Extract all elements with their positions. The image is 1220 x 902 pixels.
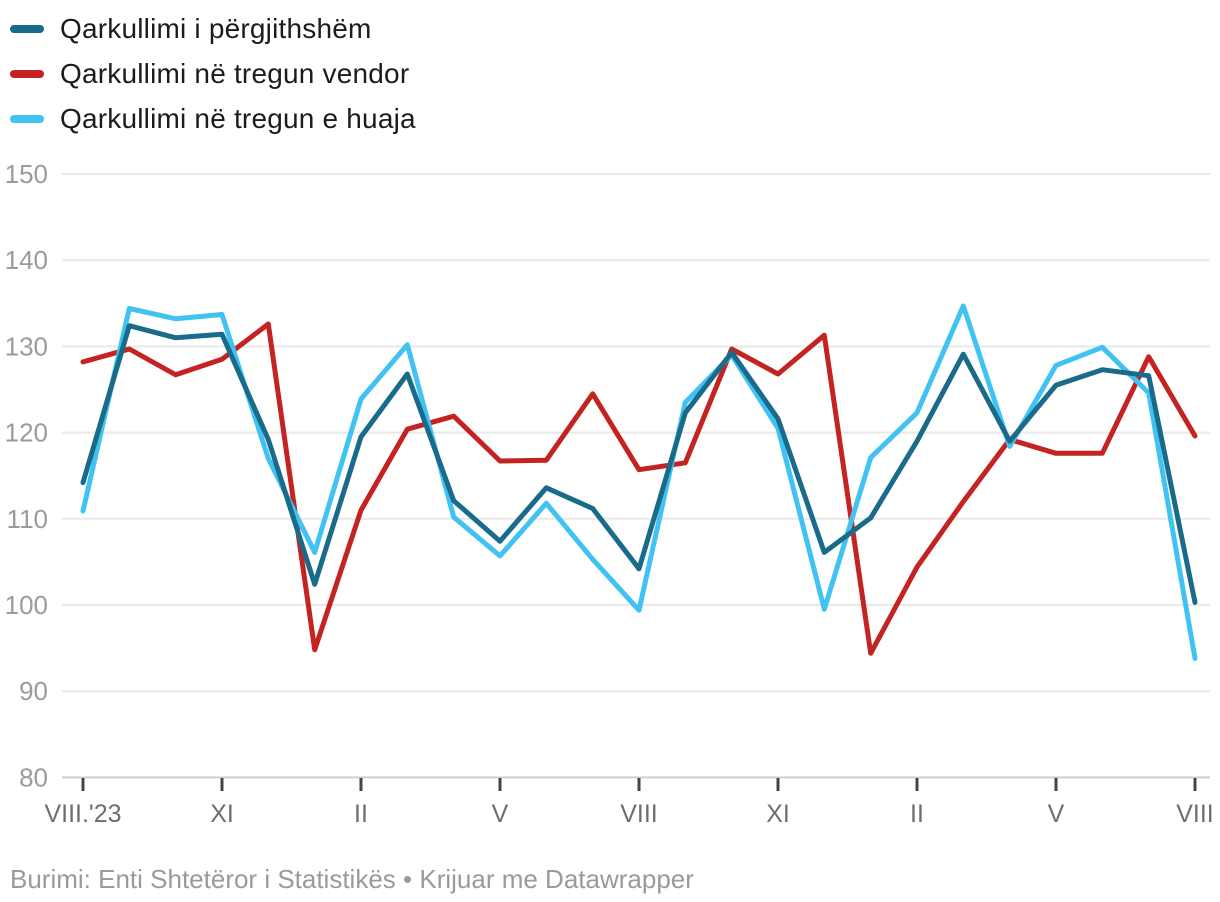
legend-color-swatch	[10, 70, 44, 78]
legend-item: Qarkullimi në tregun e huaja	[10, 103, 416, 134]
x-axis-tick-label: VIII	[1176, 800, 1214, 828]
x-axis-tick-label: V	[492, 800, 509, 828]
x-axis-tick-label: V	[1048, 800, 1065, 828]
x-axis-tick-label: VIII.'23	[44, 800, 121, 828]
x-axis-tick-label: II	[910, 800, 924, 828]
legend-item: Qarkullimi i përgjithshëm	[10, 13, 416, 44]
legend-item: Qarkullimi në tregun vendor	[10, 58, 416, 89]
y-axis-tick-label: 140	[5, 245, 48, 275]
x-axis-tick-label: XI	[766, 800, 790, 828]
source-attribution: Burimi: Enti Shtetëror i Statistikës • K…	[10, 864, 694, 894]
legend: Qarkullimi i përgjithshëm Qarkullimi në …	[10, 13, 416, 149]
y-axis-tick-label: 150	[5, 159, 48, 189]
legend-item-label: Qarkullimi në tregun vendor	[60, 58, 410, 89]
line-series-0	[80, 323, 1198, 605]
y-axis-tick-label: 130	[5, 331, 48, 361]
legend-color-swatch	[10, 115, 44, 123]
x-axis-tick-label: VIII	[620, 800, 658, 828]
y-axis-tick-label: 100	[5, 590, 48, 620]
legend-item-label: Qarkullimi në tregun e huaja	[60, 103, 416, 134]
line-series-2	[80, 303, 1198, 661]
x-axis-tick-label: XI	[210, 800, 234, 828]
legend-color-swatch	[10, 25, 44, 33]
y-axis-tick-label: 110	[7, 504, 48, 534]
y-axis-tick-label: 80	[19, 762, 48, 792]
x-axis-tick-label: II	[354, 800, 368, 828]
legend-item-label: Qarkullimi i përgjithshëm	[60, 13, 372, 44]
y-axis-tick-label: 120	[5, 418, 48, 448]
y-axis-tick-label: 90	[19, 676, 48, 706]
